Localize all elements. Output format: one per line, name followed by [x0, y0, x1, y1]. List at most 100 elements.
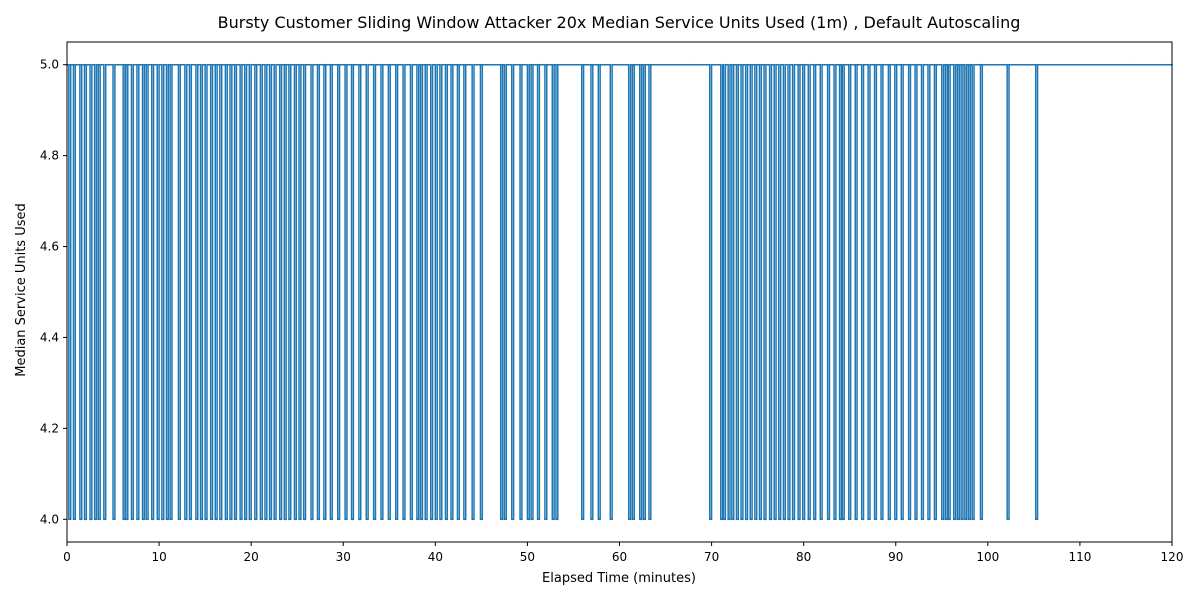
data-point-marker — [830, 63, 833, 66]
data-point-marker — [1092, 63, 1095, 66]
data-point-marker — [70, 63, 73, 66]
data-point-marker — [515, 63, 517, 66]
data-point-marker — [229, 63, 232, 66]
data-point-marker — [282, 63, 285, 66]
data-point-marker — [980, 63, 982, 66]
data-point-marker — [125, 63, 128, 66]
data-point-marker — [533, 63, 536, 66]
data-point-marker — [982, 63, 985, 66]
data-point-marker — [254, 63, 257, 66]
data-point-marker — [448, 63, 451, 66]
data-point-marker — [972, 518, 975, 521]
data-point-marker — [774, 518, 777, 521]
data-point-marker — [740, 518, 743, 521]
data-point-marker — [132, 63, 135, 66]
data-point-marker — [409, 63, 411, 66]
data-point-marker — [1012, 63, 1015, 66]
data-point-marker — [1143, 63, 1146, 66]
data-point-marker — [809, 63, 812, 66]
data-point-marker — [137, 63, 140, 66]
data-point-marker — [1081, 63, 1084, 66]
data-point-marker — [305, 63, 308, 66]
data-point-marker — [756, 63, 759, 66]
data-point-marker — [788, 63, 791, 66]
data-point-marker — [432, 63, 434, 66]
data-point-marker — [835, 63, 837, 66]
data-point-marker — [572, 63, 575, 66]
data-point-marker — [614, 63, 616, 66]
data-point-marker — [89, 63, 91, 66]
data-point-marker — [888, 518, 891, 521]
data-point-marker — [170, 518, 173, 521]
data-point-marker — [234, 518, 237, 521]
data-point-marker — [303, 518, 306, 521]
data-point-marker — [968, 518, 971, 521]
data-point-marker — [768, 63, 771, 66]
data-point-marker — [416, 518, 419, 521]
data-point-marker — [1102, 63, 1104, 66]
data-point-marker — [184, 518, 187, 521]
y-tick-label: 4.2 — [40, 421, 59, 435]
data-point-marker — [73, 518, 76, 521]
data-point-marker — [618, 63, 621, 66]
data-point-marker — [439, 518, 442, 521]
data-point-marker — [225, 518, 228, 521]
data-point-marker — [924, 63, 927, 66]
data-point-marker — [153, 63, 156, 66]
data-point-marker — [581, 63, 584, 66]
data-point-marker — [906, 63, 909, 66]
data-point-marker — [381, 63, 384, 66]
data-point-marker — [123, 518, 126, 521]
data-point-marker — [1074, 63, 1077, 66]
x-tick-label: 100 — [976, 550, 999, 564]
data-point-marker — [963, 63, 966, 66]
data-point-marker — [155, 63, 158, 66]
data-point-marker — [84, 63, 87, 66]
data-point-marker — [1164, 63, 1166, 66]
data-point-marker — [422, 63, 425, 66]
data-point-marker — [989, 63, 992, 66]
data-point-marker — [464, 63, 467, 66]
data-point-marker — [961, 518, 964, 521]
data-point-marker — [346, 63, 349, 66]
data-point-marker — [379, 63, 381, 66]
data-point-marker — [269, 518, 272, 521]
data-point-marker — [876, 63, 879, 66]
data-point-marker — [917, 63, 920, 66]
data-point-marker — [463, 518, 466, 521]
data-point-marker — [600, 63, 602, 66]
data-point-marker — [816, 63, 819, 66]
data-point-marker — [220, 63, 223, 66]
data-point-marker — [413, 63, 416, 66]
data-point-marker — [678, 63, 681, 66]
data-point-marker — [961, 63, 964, 66]
data-point-marker — [264, 63, 266, 66]
data-point-marker — [938, 63, 941, 66]
data-point-marker — [941, 518, 944, 521]
data-point-marker — [883, 63, 886, 66]
data-point-marker — [586, 63, 589, 66]
data-point-marker — [742, 63, 745, 66]
y-axis-label: Median Service Units Used — [14, 203, 29, 377]
data-point-marker — [236, 63, 239, 66]
data-point-marker — [710, 63, 713, 66]
data-point-marker — [174, 63, 177, 66]
data-point-marker — [386, 63, 388, 66]
data-point-marker — [1115, 63, 1118, 66]
data-point-marker — [825, 63, 828, 66]
data-point-marker — [277, 63, 280, 66]
data-point-marker — [625, 63, 628, 66]
data-point-marker — [211, 63, 213, 66]
data-point-marker — [552, 518, 555, 521]
data-point-marker — [123, 63, 126, 66]
data-point-marker — [241, 63, 243, 66]
x-tick-label: 40 — [428, 550, 443, 564]
data-point-marker — [844, 63, 846, 66]
data-point-marker — [1106, 63, 1109, 66]
data-point-marker — [68, 518, 71, 521]
data-point-marker — [915, 63, 918, 66]
data-point-marker — [296, 63, 299, 66]
data-point-marker — [508, 63, 510, 66]
data-point-marker — [457, 518, 460, 521]
data-point-marker — [821, 63, 823, 66]
